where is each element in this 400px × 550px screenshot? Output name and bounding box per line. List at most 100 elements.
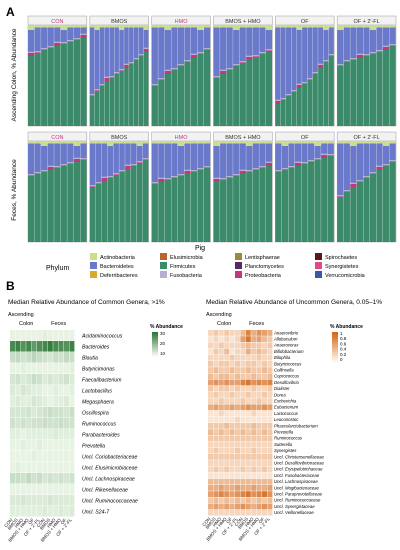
bar-actinobacteria-hmo <box>190 142 198 144</box>
heat-cell-uncl-mogibacteriaceae <box>262 485 267 491</box>
colorbar-step <box>332 359 338 363</box>
heat-cell-ruminococcus <box>15 418 21 429</box>
bar-proteobacteria-of <box>280 99 286 100</box>
heat-cell-faecalibacterium <box>69 374 75 385</box>
bar-fusobacteria-hmo <box>158 78 165 80</box>
heat-cell-acidaminococcus <box>37 330 42 341</box>
heat-cell-butyricimonas <box>15 363 21 374</box>
heat-cell-anaerovibrio <box>208 330 213 336</box>
heat-cell-megasphaera <box>69 396 75 407</box>
row-label-eubacterium: Eubacterium <box>274 405 299 410</box>
colorbar-step <box>152 332 158 335</box>
bar-firmicutes-bmos <box>131 166 137 242</box>
heat-cell-phascolarctobacterium <box>208 423 213 429</box>
heat-cell-blautia <box>37 352 42 363</box>
row-label-oscillospira: Oscillospira <box>82 411 109 417</box>
row-label-bilophila: Bilophila <box>274 355 291 360</box>
bar-bacteroidetes-of <box>291 27 297 90</box>
bar-firmicutes-bmos-hmo <box>226 178 233 242</box>
heat-cell-uncl-christensenellaceae <box>251 454 257 460</box>
bar-fusobacteria-bmos <box>124 63 129 65</box>
bar-actinobacteria-hmo <box>158 142 165 144</box>
heat-cell-uncl-fusobacteriaceae <box>262 472 267 479</box>
colorbar-tick: 10 <box>160 351 166 356</box>
heat-cell-synergistes <box>224 447 230 454</box>
bar-firmicutes-bmos <box>133 60 139 126</box>
bar-fusobacteria-of-2-fl <box>369 172 377 174</box>
bar-bacteroidetes-bmos <box>142 143 149 158</box>
heat-cell-uncl-lachnospiraceae <box>240 478 246 485</box>
bar-actinobacteria-hmo <box>177 26 185 28</box>
heat-cell-uncl-ruminococcaceae <box>10 495 15 506</box>
bar-actinobacteria-of <box>312 26 318 28</box>
bar-proteobacteria-of <box>308 161 315 162</box>
heat-cell-coprococcus <box>245 373 251 380</box>
heat-cell-prevotella <box>240 429 246 435</box>
facet-strip <box>275 15 335 26</box>
legend-swatch-verrucomicrobia <box>315 271 322 278</box>
bar-proteobacteria-of <box>275 171 282 172</box>
heat-cell-blautia <box>15 352 21 363</box>
bar-firmicutes-of-2-fl <box>337 66 344 126</box>
heat-cell-butyricicoccus <box>218 361 224 367</box>
heat-cell-uncl-desulfovibrionaceae <box>218 460 224 466</box>
heat-cell-eubacterium <box>213 404 219 411</box>
heat-cell-uncl-mogibacteriaceae <box>256 485 262 491</box>
bar-actinobacteria-con <box>41 26 48 28</box>
heat-cell-uncl-ruminococcaceae <box>26 495 32 506</box>
bar-firmicutes-con <box>73 162 80 242</box>
facet-strip <box>151 15 211 26</box>
heat-cell-butyricimonas <box>31 363 37 374</box>
bar-proteobacteria-con <box>80 35 87 38</box>
bar-bacteroidetes-hmo <box>158 27 165 78</box>
bar-bacteroidetes-hmo <box>203 143 211 166</box>
bar-actinobacteria-bmos <box>136 142 143 146</box>
heat-cell-parabacteroides <box>31 429 37 440</box>
heat-cell-uncl-elusimicrobiaceae <box>47 462 53 473</box>
bar-bacteroidetes-of-2-fl <box>363 27 370 54</box>
heat-cell-synergistes <box>251 447 257 454</box>
bar-actinobacteria-bmos-hmo <box>239 26 246 28</box>
heat-cell-prevotella <box>262 429 267 435</box>
bar-proteobacteria-bmos-hmo <box>226 69 233 70</box>
heat-cell-phascolarctobacterium <box>224 423 230 429</box>
heat-cell-faecalibacterium <box>42 374 48 385</box>
bar-firmicutes-of <box>288 168 295 242</box>
heat-cell-parabacteroides <box>53 429 59 440</box>
heat-cell-eubacterium <box>224 404 230 411</box>
bar-firmicutes-con <box>34 53 41 126</box>
colorbar-step <box>332 344 338 348</box>
bar-actinobacteria-con <box>54 142 61 144</box>
bar-bacteroidetes-bmos <box>89 143 96 185</box>
bar-bacteroidetes-bmos-hmo <box>233 143 240 174</box>
bar-actinobacteria-of <box>307 26 313 28</box>
bar-actinobacteria-of <box>302 26 308 28</box>
heat-cell-prevotella <box>251 429 257 435</box>
colorbar-title: % Abundance <box>150 324 183 330</box>
heat-cell-leuconostoc <box>235 416 240 423</box>
heat-cell-sutterella <box>224 441 230 448</box>
heat-cell-uncl-lachnospiraceae <box>229 478 235 485</box>
heat-cell-uncl-coriobacteriaceae <box>58 451 64 462</box>
bar-proteobacteria-of <box>286 95 292 96</box>
heat-cell-megasphaera <box>31 396 37 407</box>
bar-actinobacteria-hmo <box>158 26 165 28</box>
heat-cell-leuconostoc <box>267 416 273 423</box>
bar-proteobacteria-of <box>328 55 334 56</box>
heat-cell-uncl-desulfovibrionaceae <box>208 460 213 466</box>
bar-bacteroidetes-con <box>67 27 74 40</box>
row-label-synergistes: Synergistes <box>274 448 297 453</box>
bar-fusobacteria-of-2-fl <box>356 53 364 55</box>
bar-actinobacteria-bmos-hmo <box>233 142 240 144</box>
heat-cell-faecalibacterium <box>47 374 53 385</box>
heat-cell-uncl-desulfovibrionaceae <box>224 460 230 466</box>
heat-cell-uncl-lachnospiraceae <box>213 478 219 485</box>
bar-firmicutes-con <box>80 160 87 242</box>
heat-cell-uncl-synergistaceae <box>267 503 273 510</box>
bar-bacteroidetes-hmo <box>190 143 198 170</box>
heat-cell-desulfovibrio <box>218 379 224 386</box>
bar-proteobacteria-bmos <box>99 85 105 86</box>
colorbar-step <box>332 342 338 345</box>
heat-cell-lactococcus <box>240 410 246 417</box>
